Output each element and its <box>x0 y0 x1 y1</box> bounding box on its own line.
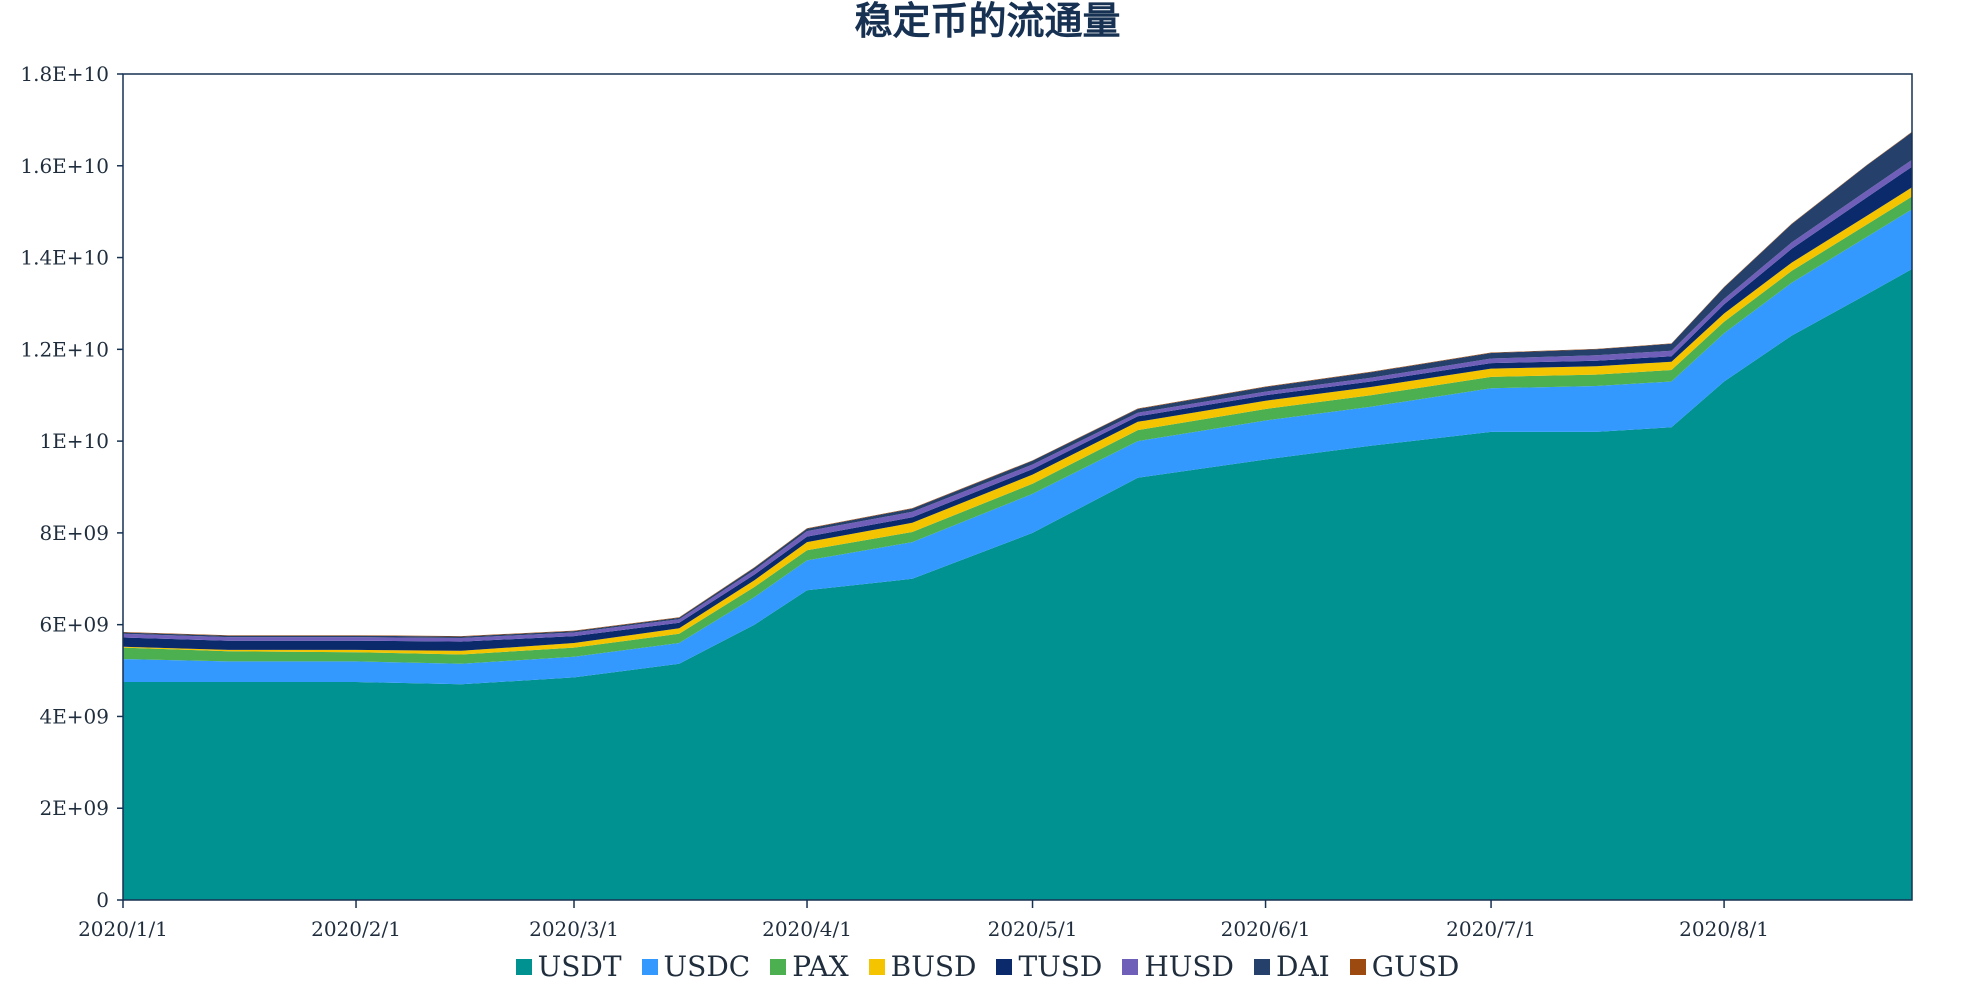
plot-frame <box>122 73 1913 901</box>
x-tick-label: 2020/2/1 <box>311 917 401 941</box>
x-tick-label: 2020/5/1 <box>988 917 1078 941</box>
x-tick-label: 2020/3/1 <box>529 917 619 941</box>
legend-label: HUSD <box>1144 950 1235 983</box>
y-tick-label: 4E+09 <box>39 704 109 728</box>
x-axis: 2020/1/1 2020/2/1 2020/3/1 2020/4/1 2020/5/1… <box>78 900 1769 941</box>
legend-item-husd: HUSD <box>1122 952 1234 982</box>
y-tick-label: 8E+09 <box>39 521 109 545</box>
y-tick-label: 1.6E+10 <box>20 154 109 178</box>
y-tick-label: 2E+09 <box>39 796 109 820</box>
x-tick-label: 2020/8/1 <box>1679 917 1769 941</box>
legend-swatch <box>1122 959 1139 975</box>
legend-swatch <box>641 959 658 975</box>
y-tick-label: 1.8E+10 <box>20 62 109 86</box>
legend-swatch <box>1349 959 1366 975</box>
legend-item-gusd: GUSD <box>1349 950 1460 983</box>
legend: USDT USDC PAX BUSD TUSD HUSD DAI GUSD <box>0 952 1975 982</box>
x-tick-label: 2020/6/1 <box>1221 917 1311 941</box>
legend-label: USDC <box>663 950 751 983</box>
y-tick-label: 0 <box>96 888 109 912</box>
legend-label: DAI <box>1276 950 1330 983</box>
x-tick-label: 2020/1/1 <box>78 917 168 941</box>
chart-title: 稳定币的流通量 <box>854 0 1121 43</box>
legend-item-busd: BUSD <box>868 950 977 983</box>
legend-label: USDT <box>537 950 622 983</box>
x-tick-label: 2020/4/1 <box>762 917 852 941</box>
y-tick-label: 6E+09 <box>39 613 109 637</box>
legend-item-pax: PAX <box>770 950 849 983</box>
y-tick-label: 1.4E+10 <box>20 246 109 270</box>
y-tick-label: 1.2E+10 <box>20 337 109 361</box>
legend-label: BUSD <box>890 950 977 983</box>
area-usdt <box>123 269 1912 900</box>
legend-label: TUSD <box>1018 950 1103 983</box>
y-axis: 0 2E+09 4E+09 6E+09 8E+09 1E+10 1.2E+10 1.4E+10… <box>20 62 123 912</box>
legend-swatch <box>515 959 532 975</box>
legend-swatch <box>1254 959 1271 975</box>
legend-label: GUSD <box>1371 950 1460 983</box>
legend-swatch <box>868 959 885 975</box>
legend-label: PAX <box>792 950 849 983</box>
legend-swatch <box>770 959 787 975</box>
legend-item-tusd: TUSD <box>996 952 1102 982</box>
legend-swatch <box>996 959 1013 975</box>
legend-item-dai: DAI <box>1254 952 1330 982</box>
x-tick-label: 2020/7/1 <box>1446 917 1536 941</box>
area-series-group <box>123 131 1912 900</box>
legend-item-usdt: USDT <box>515 950 622 983</box>
legend-item-usdc: USDC <box>641 950 751 983</box>
y-tick-label: 1E+10 <box>39 429 109 453</box>
